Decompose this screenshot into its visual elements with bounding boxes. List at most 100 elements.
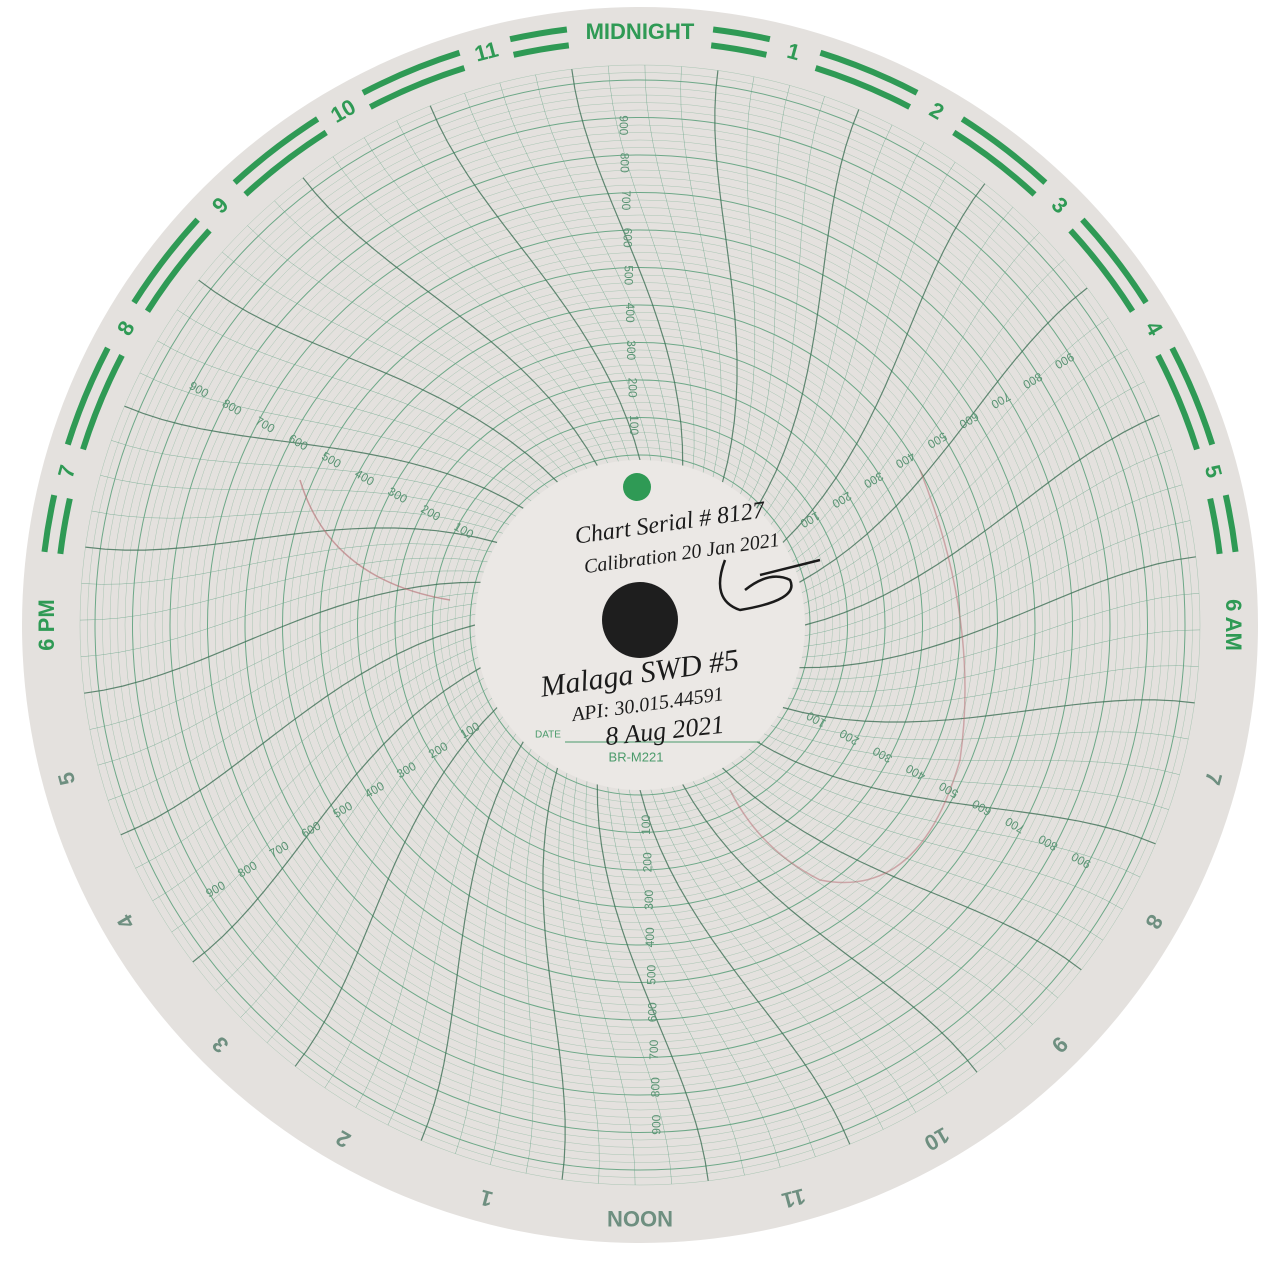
scale-label: 200: [626, 378, 640, 398]
time-line: [763, 124, 893, 517]
ring: [139, 124, 1141, 1126]
ring: [94, 79, 1186, 1171]
time-line: [464, 93, 652, 461]
band-segment: [960, 116, 1048, 185]
time-line: [763, 733, 1169, 810]
time-line: [756, 109, 860, 509]
ring: [364, 349, 916, 901]
ring: [222, 207, 1058, 1043]
ring: [177, 162, 1103, 1088]
time-line: [124, 405, 524, 509]
time-line: [176, 309, 549, 488]
hour-label: 6 AM: [1221, 599, 1246, 651]
time-line: [139, 372, 532, 502]
time-line: [490, 755, 540, 1165]
time-line: [770, 725, 1180, 775]
ring: [259, 244, 1021, 1006]
band-segment: [512, 42, 570, 58]
scale-label: 300: [624, 340, 638, 360]
scale-label: 600: [620, 228, 634, 248]
ring: [169, 154, 1111, 1096]
band-segment: [1080, 217, 1149, 305]
time-line: [608, 65, 695, 469]
band-segment: [710, 42, 768, 58]
scale-label: 600: [646, 1002, 660, 1022]
ring: [124, 109, 1156, 1141]
scale-label: 900: [650, 1114, 664, 1134]
scale-label: 800: [648, 1077, 662, 1097]
ring: [267, 252, 1013, 998]
time-line: [740, 755, 1123, 910]
scale-label: 700: [647, 1039, 661, 1059]
time-line: [596, 784, 709, 1181]
time-line: [222, 251, 568, 478]
time-line: [792, 629, 1201, 693]
time-line: [803, 484, 1183, 647]
band-segment: [368, 65, 466, 110]
ring: [244, 229, 1036, 1021]
time-line: [198, 279, 558, 483]
ring: [372, 357, 908, 893]
time-line: [787, 207, 1014, 553]
scale-label: 500: [644, 964, 658, 984]
ring: [252, 237, 1028, 1013]
scale-label: 500: [622, 265, 636, 285]
chart-code: BR-M221: [609, 749, 664, 764]
band-segment: [243, 129, 328, 197]
time-line: [748, 96, 825, 502]
time-line: [79, 557, 488, 621]
band-segment: [57, 497, 73, 555]
ring: [349, 334, 931, 916]
time-line: [731, 76, 756, 488]
time-line: [796, 259, 1065, 573]
ring: [282, 267, 998, 983]
ring: [417, 402, 863, 848]
time-line: [429, 105, 641, 461]
time-line: [639, 789, 851, 1145]
band-segment: [144, 228, 212, 313]
time-line: [558, 772, 600, 1184]
time-line: [628, 789, 816, 1157]
time-line: [692, 781, 1006, 1050]
time-line: [661, 788, 917, 1113]
ring: [454, 439, 826, 811]
time-line: [607, 786, 745, 1176]
ring: [357, 342, 923, 908]
pen-trace: [729, 469, 966, 884]
time-line: [171, 656, 479, 933]
time-line: [571, 69, 684, 466]
time-line: [355, 725, 510, 1108]
time-line: [266, 697, 493, 1043]
grid: [79, 64, 1201, 1186]
time-line: [91, 509, 503, 534]
time-line: [572, 777, 636, 1186]
ring: [409, 394, 871, 856]
ring: [162, 147, 1118, 1103]
center-hole: [602, 582, 678, 658]
time-line: [782, 183, 986, 543]
time-line: [420, 741, 524, 1141]
band-segment: [64, 346, 111, 446]
time-line: [796, 593, 1200, 680]
time-line: [782, 699, 1195, 723]
band-segment: [712, 26, 771, 43]
time-line: [192, 667, 481, 963]
band-segment: [131, 217, 200, 305]
time-line: [152, 646, 477, 902]
ring: [379, 364, 901, 886]
time-line: [499, 82, 662, 462]
ring: [297, 282, 983, 968]
ring: [342, 327, 938, 923]
time-line: [215, 677, 484, 991]
time-line: [294, 707, 498, 1067]
time-line: [324, 716, 503, 1089]
time-line: [585, 781, 672, 1185]
time-line: [80, 570, 484, 657]
time-line: [804, 414, 1160, 626]
time-line: [85, 527, 498, 551]
time-line: [777, 716, 1189, 741]
ring: [199, 184, 1081, 1066]
ring: [304, 289, 976, 961]
time-line: [682, 784, 978, 1073]
time-line: [111, 440, 517, 517]
